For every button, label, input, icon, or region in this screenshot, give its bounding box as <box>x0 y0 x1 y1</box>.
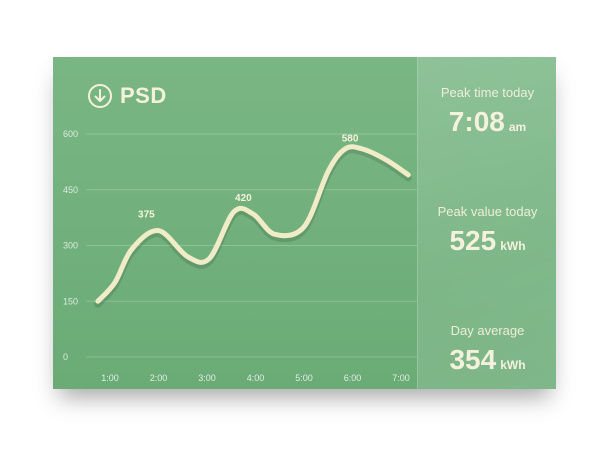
data-label: 420 <box>235 193 252 204</box>
stat-label: Peak time today <box>440 85 535 100</box>
x-tick-label: 4:00 <box>247 373 265 383</box>
stat-label: Day average <box>450 323 525 338</box>
y-tick-label: 0 <box>63 352 68 362</box>
energy-card: PSD 0 150 300 450 600 1:00 2:00 3:00 4:00 5:00 6:0… <box>53 57 557 389</box>
data-label: 580 <box>342 133 359 144</box>
stat-unit: am <box>508 120 527 134</box>
y-tick-label: 450 <box>63 185 78 195</box>
stat-label: Peak value today <box>437 204 538 219</box>
x-tick-label: 2:00 <box>150 373 168 383</box>
data-label: 375 <box>138 210 155 221</box>
x-tick-label: 5:00 <box>295 373 313 383</box>
download-circle-icon[interactable] <box>88 84 112 108</box>
stat-unit: kWh <box>500 358 526 372</box>
stat-peak-time: Peak time today 7:08 am <box>418 85 557 138</box>
stat-day-average: Day average 354 kWh <box>418 323 557 376</box>
series-line-shadow <box>94 146 412 308</box>
stat-number: 525 <box>449 225 497 256</box>
stats-panel: Peak time today 7:08 am Peak value today … <box>417 57 557 389</box>
y-tick-label: 150 <box>63 296 78 306</box>
x-tick-label: 6:00 <box>344 373 362 383</box>
stat-value: 354 kWh <box>418 344 557 376</box>
line-chart: 0 150 300 450 600 1:00 2:00 3:00 4:00 5:00 6:00 7:0… <box>63 129 417 383</box>
y-tick-label: 300 <box>63 241 78 251</box>
card-header: PSD <box>88 83 167 109</box>
card-title: PSD <box>120 83 167 108</box>
stat-peak-value: Peak value today 525 kWh <box>418 204 557 257</box>
stat-number: 354 <box>449 344 497 375</box>
stat-value: 525 kWh <box>418 225 557 257</box>
x-tick-label: 1:00 <box>101 373 119 383</box>
series-line <box>95 144 411 304</box>
x-tick-label: 3:00 <box>198 373 216 383</box>
stat-number: 7:08 <box>448 106 505 137</box>
stat-value: 7:08 am <box>418 106 557 138</box>
stat-unit: kWh <box>500 239 526 253</box>
y-tick-label: 600 <box>63 129 78 139</box>
x-tick-label: 7:00 <box>392 373 410 383</box>
